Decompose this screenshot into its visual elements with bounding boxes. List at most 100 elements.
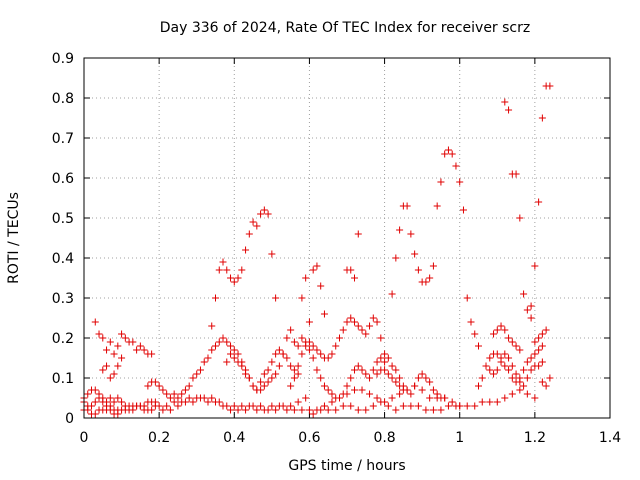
data-point bbox=[508, 362, 516, 370]
data-point bbox=[343, 382, 351, 390]
data-point bbox=[351, 318, 359, 326]
data-point bbox=[373, 358, 381, 366]
data-point bbox=[170, 398, 178, 406]
data-point bbox=[490, 370, 498, 378]
y-axis-label: ROTI / TECUs bbox=[6, 192, 22, 284]
data-point bbox=[234, 350, 242, 358]
data-point bbox=[242, 406, 250, 414]
data-point bbox=[516, 386, 524, 394]
data-point bbox=[95, 330, 103, 338]
data-point bbox=[523, 390, 531, 398]
data-point bbox=[452, 162, 460, 170]
data-point bbox=[407, 230, 415, 238]
data-point bbox=[343, 390, 351, 398]
data-point bbox=[279, 402, 287, 410]
data-point bbox=[497, 358, 505, 366]
data-point bbox=[275, 362, 283, 370]
data-point bbox=[114, 362, 122, 370]
data-point bbox=[294, 342, 302, 350]
data-point bbox=[166, 394, 174, 402]
data-point bbox=[230, 278, 238, 286]
data-point bbox=[396, 226, 404, 234]
data-point bbox=[260, 382, 268, 390]
data-point bbox=[287, 382, 295, 390]
data-point bbox=[512, 370, 520, 378]
data-point bbox=[294, 370, 302, 378]
data-point bbox=[91, 410, 99, 418]
data-point bbox=[91, 386, 99, 394]
data-point bbox=[471, 330, 479, 338]
data-point bbox=[546, 82, 554, 90]
x-tick-label: 1.4 bbox=[599, 430, 621, 446]
data-point bbox=[414, 402, 422, 410]
data-point bbox=[542, 382, 550, 390]
data-point bbox=[253, 222, 261, 230]
data-point bbox=[411, 250, 419, 258]
data-point bbox=[490, 330, 498, 338]
y-tick-label: 0.4 bbox=[52, 251, 74, 267]
data-point bbox=[527, 302, 535, 310]
data-point bbox=[538, 378, 546, 386]
data-point bbox=[212, 294, 219, 302]
data-point bbox=[309, 266, 317, 274]
data-point bbox=[426, 394, 434, 402]
data-point bbox=[305, 346, 313, 354]
data-point bbox=[538, 114, 546, 122]
data-point bbox=[227, 274, 235, 282]
data-point bbox=[163, 402, 171, 410]
data-point bbox=[444, 146, 452, 154]
data-point bbox=[204, 354, 212, 362]
x-tick-label: 0.6 bbox=[298, 430, 320, 446]
data-point bbox=[272, 350, 280, 358]
data-point bbox=[223, 338, 231, 346]
data-point bbox=[501, 326, 509, 334]
data-point bbox=[493, 326, 501, 334]
data-point bbox=[219, 334, 227, 342]
data-point bbox=[99, 398, 107, 406]
data-point bbox=[181, 386, 189, 394]
data-point bbox=[373, 394, 381, 402]
y-tick-label: 0 bbox=[65, 411, 74, 427]
data-point bbox=[433, 390, 441, 398]
data-point bbox=[264, 366, 272, 374]
data-point bbox=[320, 402, 328, 410]
data-point bbox=[287, 402, 295, 410]
data-point bbox=[185, 394, 193, 402]
data-point bbox=[392, 378, 400, 386]
data-point bbox=[373, 370, 381, 378]
data-point bbox=[351, 366, 359, 374]
data-point bbox=[290, 366, 298, 374]
data-point bbox=[475, 342, 482, 350]
data-point bbox=[114, 394, 122, 402]
data-point bbox=[302, 338, 310, 346]
data-point bbox=[388, 362, 396, 370]
data-point bbox=[520, 366, 528, 374]
data-point bbox=[381, 358, 389, 366]
data-point bbox=[516, 346, 524, 354]
data-point bbox=[99, 366, 107, 374]
data-point bbox=[478, 398, 486, 406]
data-point bbox=[516, 214, 524, 222]
data-point bbox=[369, 366, 377, 374]
data-point bbox=[260, 370, 268, 378]
data-point bbox=[223, 266, 231, 274]
data-point bbox=[384, 402, 392, 410]
data-point bbox=[268, 358, 276, 366]
data-point bbox=[538, 342, 546, 350]
data-point bbox=[414, 266, 422, 274]
data-point bbox=[384, 370, 392, 378]
data-point bbox=[309, 410, 317, 418]
data-point bbox=[275, 346, 283, 354]
data-point bbox=[399, 386, 407, 394]
data-point bbox=[136, 402, 144, 410]
y-tick-label: 0.2 bbox=[52, 331, 74, 347]
data-point bbox=[208, 394, 216, 402]
data-point bbox=[418, 386, 426, 394]
data-point bbox=[170, 390, 178, 398]
data-point bbox=[253, 386, 261, 394]
data-point bbox=[527, 354, 535, 362]
data-point bbox=[230, 354, 238, 362]
data-point bbox=[377, 398, 385, 406]
data-point bbox=[482, 362, 490, 370]
data-point bbox=[381, 366, 389, 374]
